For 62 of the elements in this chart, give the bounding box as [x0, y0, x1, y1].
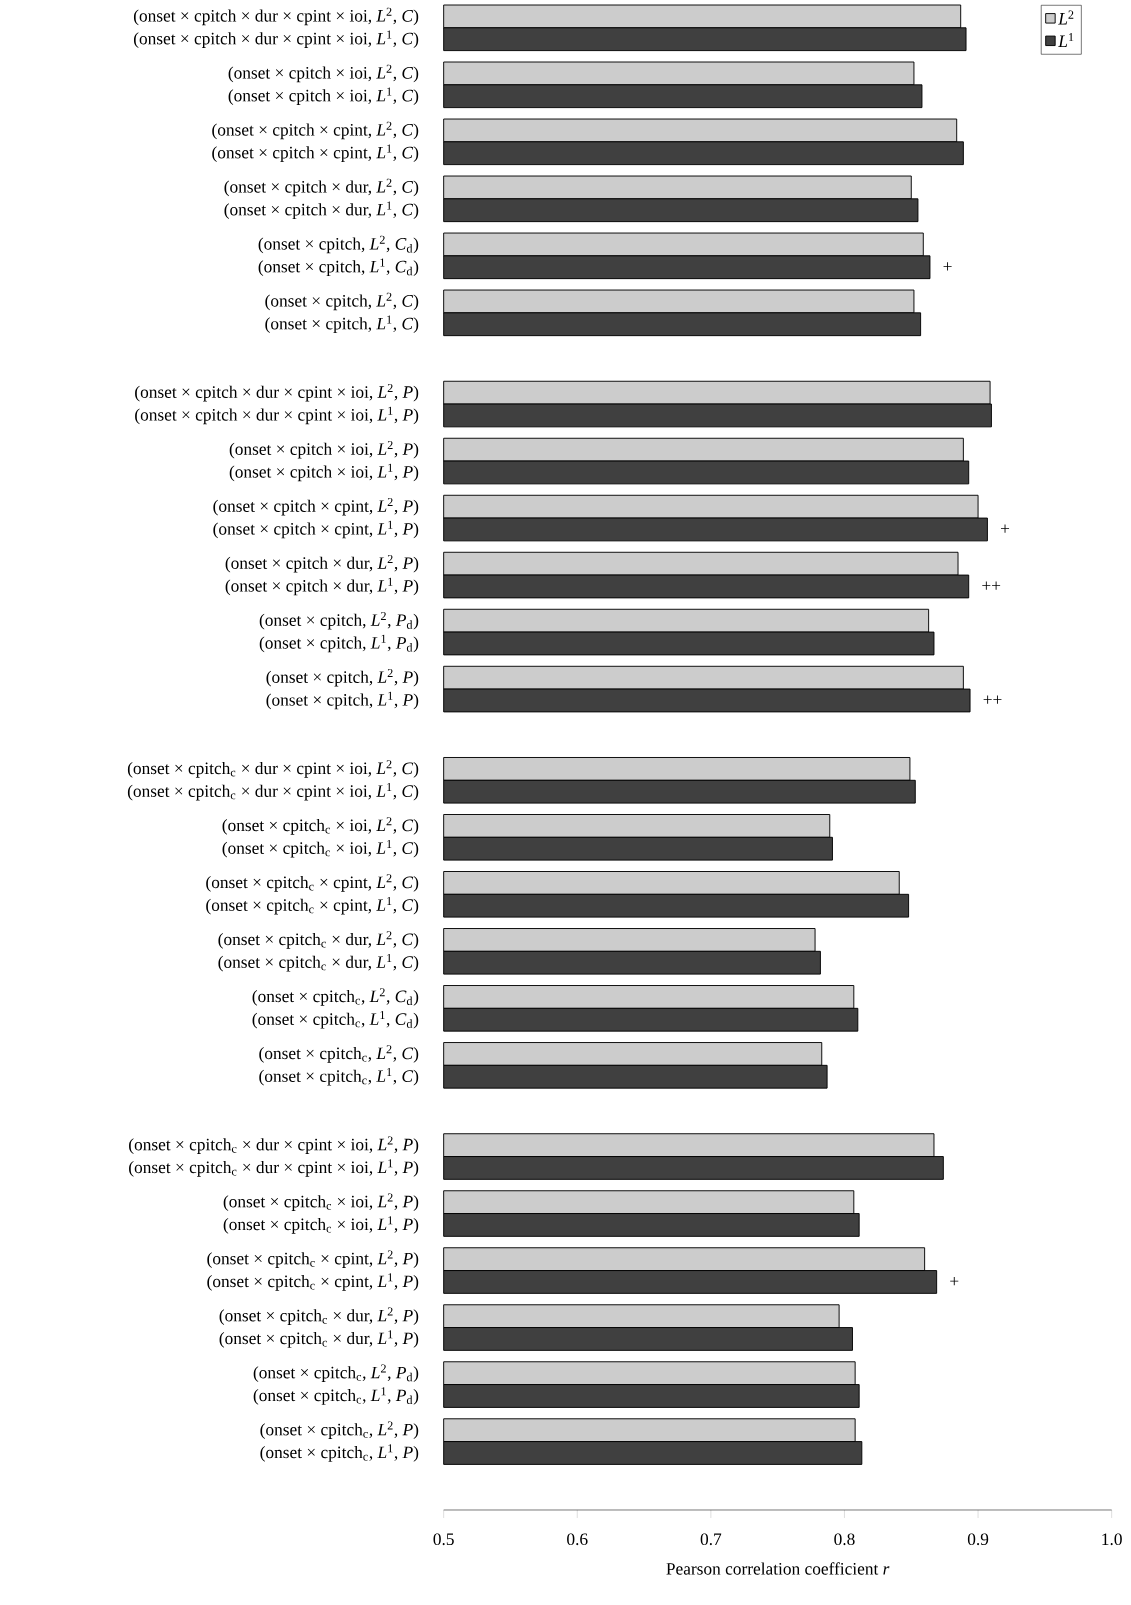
category-label: (onset × cpitch$_{c}$, L$^{1}$, P$_{d}$)	[253, 1387, 419, 1405]
y-tick-label: (onset × cpitch, L$^{1}$, C)	[265, 315, 419, 333]
y-tick-label: (onset × cpitch$_{c}$ × cpint, L$^{1}$, P)	[207, 1273, 419, 1291]
y-tick-label: (onset × cpitch, L$^{1}$, P$_{d}$)	[259, 634, 419, 653]
y-tick-label: (onset × cpitch$_{c}$, L$^{2}$, P)	[260, 1421, 419, 1439]
y-tick-label: (onset × cpitch × ioi, L$^{1}$, C)	[228, 87, 419, 105]
y-tick-label: (onset × cpitch × cpint, L$^{2}$, C)	[212, 121, 419, 140]
y-tick-label: (onset × cpitch$_{c}$ × ioi, L$^{1}$, P)	[223, 1216, 419, 1234]
x-axis-title: Pearson correlation coefficient r	[666, 1562, 890, 1575]
category-label: (onset × cpitch$_{c}$, L$^{1}$, C$_{d}$)	[252, 1010, 419, 1029]
y-tick-label: (onset × cpitch × dur, L$^{1}$, C)	[224, 201, 419, 219]
y-tick-label: (onset × cpitch, L$^{2}$, P$_{d}$)	[259, 611, 419, 630]
legend-label: L$^{2}$	[1058, 10, 1074, 25]
y-tick-label: (onset × cpitch$_{c}$ × cpint, L$^{1}$, C)	[206, 896, 419, 915]
x-tick-label: 0.6	[567, 1533, 588, 1546]
annotation: +	[1001, 524, 1010, 533]
y-tick-label: (onset × cpitch$_{c}$ × ioi, L$^{1}$, C)	[222, 839, 419, 858]
y-tick-label: (onset × cpitch$_{c}$, L$^{1}$, P)	[260, 1444, 419, 1462]
y-tick-label: (onset × cpitch, L$^{1}$, C$_{d}$)	[258, 258, 419, 276]
y-tick-label: (onset × cpitch × cpint, L$^{1}$, P)	[213, 520, 419, 539]
y-tick-label: (onset × cpitch$_{c}$ × dur, L$^{1}$, C)	[218, 953, 419, 972]
annotation: ++	[983, 695, 1002, 704]
annotation: +	[943, 262, 952, 271]
y-tick-label: (onset × cpitch × cpint, L$^{2}$, P)	[213, 497, 419, 516]
x-tick-label: 0.9	[968, 1533, 989, 1546]
y-tick-label: (onset × cpitch$_{c}$, L$^{2}$, C)	[259, 1045, 419, 1063]
y-tick-label: (onset × cpitch$_{c}$ × dur × cpint × ioi, L$^{2}$, P)	[129, 1136, 419, 1154]
y-tick-label: (onset × cpitch$_{c}$ × dur, L$^{2}$, C)	[218, 931, 419, 949]
y-tick-label: (onset × cpitch × dur, L$^{1}$, P)	[225, 577, 419, 596]
category-label: (onset × cpitch$_{c}$, L$^{2}$, P$_{d}$)	[253, 1364, 419, 1382]
y-tick-label: (onset × cpitch, L$^{2}$, C)	[265, 292, 419, 311]
y-tick-label: (onset × cpitch$_{c}$ × dur × cpint × ioi, L$^{1}$, P)	[129, 1159, 419, 1177]
y-tick-label: (onset × cpitch × dur × cpint × ioi, L$^{2}$, C)	[134, 7, 419, 26]
y-tick-label: (onset × cpitch, L$^{1}$, P)	[266, 691, 419, 710]
y-tick-label: (onset × cpitch × ioi, L$^{2}$, C)	[228, 64, 419, 83]
y-tick-label: (onset × cpitch$_{c}$ × dur, L$^{2}$, P)	[219, 1307, 419, 1325]
y-tick-label: (onset × cpitch$_{c}$ × dur × cpint × ioi, L$^{2}$, C)	[128, 760, 419, 778]
y-tick-label: (onset × cpitch × ioi, L$^{1}$, P)	[229, 463, 419, 482]
y-tick-label: (onset × cpitch$_{c}$ × ioi, L$^{2}$, C)	[222, 817, 419, 835]
x-tick-label: 1.0	[1102, 1533, 1123, 1546]
legend-label: L$^{1}$	[1058, 33, 1074, 47]
y-tick-label: (onset × cpitch × dur, L$^{2}$, P)	[225, 554, 419, 573]
y-tick-label: (onset × cpitch × ioi, L$^{2}$, P)	[229, 440, 419, 459]
x-tick-label: 0.8	[834, 1533, 855, 1546]
y-tick-label: (onset × cpitch × cpint, L$^{1}$, C)	[212, 144, 419, 162]
x-tick-label: 0.7	[700, 1533, 722, 1546]
y-tick-label: (onset × cpitch$_{c}$ × cpint, L$^{2}$, P)	[207, 1250, 419, 1268]
x-tick-label: 0.5	[433, 1533, 454, 1546]
y-tick-label: (onset × cpitch$_{c}$ × dur, L$^{1}$, P)	[219, 1330, 419, 1348]
y-tick-label: (onset × cpitch × dur × cpint × ioi, L$^{2}$, P)	[135, 383, 419, 402]
y-tick-label: (onset × cpitch, L$^{2}$, C$_{d}$)	[258, 235, 419, 254]
annotation: ++	[982, 581, 1001, 590]
y-tick-label: (onset × cpitch$_{c}$ × ioi, L$^{2}$, P)	[223, 1193, 419, 1211]
y-tick-label: (onset × cpitch × dur × cpint × ioi, L$^{1}$, C)	[134, 30, 419, 48]
annotation: +	[950, 1277, 959, 1286]
y-tick-label: (onset × cpitch × dur, L$^{2}$, C)	[224, 178, 419, 197]
y-tick-label: (onset × cpitch$_{c}$ × dur × cpint × ioi, L$^{1}$, C)	[128, 782, 419, 801]
y-tick-label: (onset × cpitch, L$^{2}$, P)	[266, 668, 419, 687]
y-tick-label: (onset × cpitch × dur × cpint × ioi, L$^{1}$, P)	[135, 406, 419, 425]
y-tick-label: (onset × cpitch$_{c}$ × cpint, L$^{2}$, C)	[206, 874, 419, 892]
y-tick-label: (onset × cpitch$_{c}$, L$^{1}$, C)	[259, 1067, 419, 1086]
category-label: (onset × cpitch$_{c}$, L$^{2}$, C$_{d}$)	[252, 988, 419, 1006]
